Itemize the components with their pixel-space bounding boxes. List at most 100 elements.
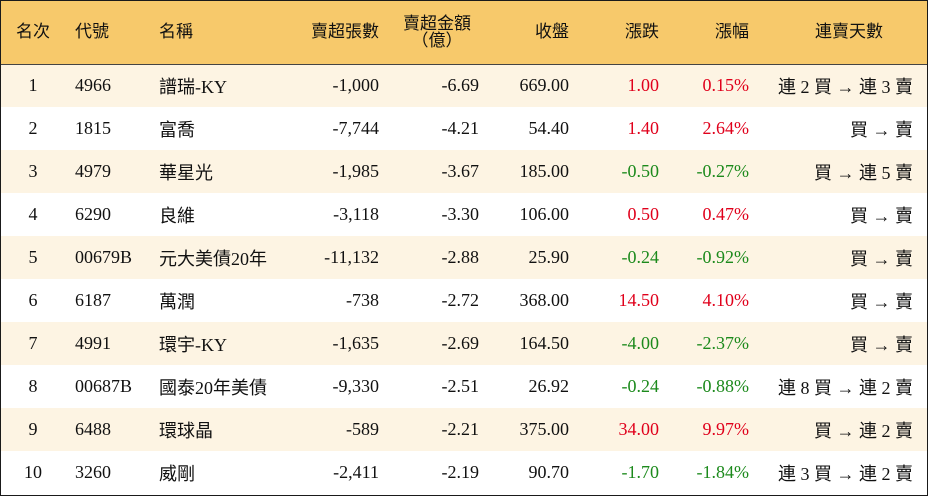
header-short-amount[interactable]: 賣超金額 （億） — [379, 1, 479, 65]
code-cell[interactable]: 1815 — [75, 118, 111, 138]
name-cell[interactable]: 環宇-KY — [159, 334, 227, 355]
code-cell[interactable]: 00679B — [75, 247, 133, 267]
change-pct-cell: 9.97% — [702, 419, 750, 439]
short-amount-cell: -2.51 — [441, 376, 480, 396]
table-row[interactable]: 5 00679B 元大美債20年 -11,132 -2.88 25.90 -0.… — [1, 236, 927, 279]
short-amount-cell: -3.67 — [441, 161, 480, 181]
short-lots-cell: -11,132 — [324, 247, 379, 267]
change-cell: -1.70 — [621, 462, 660, 482]
header-change-pct[interactable]: 漲幅 — [659, 1, 749, 65]
header-short-lots[interactable]: 賣超張數 — [287, 1, 379, 65]
header-code[interactable]: 代號 — [65, 1, 147, 65]
short-amount-cell: -6.69 — [441, 75, 480, 96]
header-rank[interactable]: 名次 — [1, 1, 65, 65]
code-cell[interactable]: 6187 — [75, 290, 111, 310]
table-row[interactable]: 10 3260 威剛 -2,411 -2.19 90.70 -1.70 -1.8… — [1, 451, 927, 494]
table-body: 1 4966 譜瑞-KY -1,000 -6.69 669.00 1.00 0.… — [1, 64, 927, 494]
close-cell: 368.00 — [519, 290, 570, 310]
table-row[interactable]: 7 4991 環宇-KY -1,635 -2.69 164.50 -4.00 -… — [1, 322, 927, 365]
change-cell: 1.00 — [627, 75, 660, 96]
header-short-amount-line2: （億） — [411, 31, 463, 51]
header-streak[interactable]: 連賣天數 — [749, 1, 927, 65]
short-lots-cell: -7,744 — [332, 118, 380, 138]
table-row[interactable]: 9 6488 環球晶 -589 -2.21 375.00 34.00 9.97%… — [1, 408, 927, 451]
code-cell[interactable]: 3260 — [75, 462, 111, 482]
change-pct-cell: -0.92% — [696, 247, 750, 267]
change-pct-cell: 0.15% — [702, 75, 750, 96]
change-pct-cell: -0.88% — [696, 376, 750, 396]
header-name[interactable]: 名稱 — [147, 1, 287, 65]
rank-cell: 9 — [28, 419, 38, 439]
close-cell: 54.40 — [528, 118, 570, 138]
close-cell: 669.00 — [519, 75, 570, 96]
name-cell[interactable]: 譜瑞-KY — [159, 76, 227, 97]
table-header-row: 名次 代號 名稱 賣超張數 賣超金額 （億） 收盤 漲跌 漲幅 連賣天數 — [1, 1, 927, 65]
change-pct-cell: 4.10% — [702, 290, 750, 310]
close-cell: 185.00 — [519, 161, 570, 181]
change-pct-cell: -2.37% — [696, 333, 750, 353]
name-cell[interactable]: 威剛 — [159, 463, 195, 484]
short-amount-cell: -2.19 — [441, 462, 480, 482]
name-cell[interactable]: 萬潤 — [159, 291, 195, 312]
close-cell: 90.70 — [528, 462, 570, 482]
short-amount-cell: -3.30 — [441, 204, 480, 224]
name-cell[interactable]: 國泰20年美債 — [159, 377, 267, 398]
table-row[interactable]: 8 00687B 國泰20年美債 -9,330 -2.51 26.92 -0.2… — [1, 365, 927, 408]
short-lots-cell: -1,985 — [332, 161, 380, 181]
streak-cell: 連 2 買 → 連 3 賣 — [778, 76, 913, 97]
code-cell[interactable]: 6488 — [75, 419, 111, 439]
name-cell[interactable]: 富喬 — [159, 119, 195, 140]
change-pct-cell: 0.47% — [702, 204, 750, 224]
close-cell: 164.50 — [519, 333, 570, 353]
name-cell[interactable]: 元大美債20年 — [159, 248, 267, 269]
rank-cell: 6 — [28, 290, 38, 310]
name-cell[interactable]: 良維 — [159, 205, 195, 226]
table-row[interactable]: 3 4979 華星光 -1,985 -3.67 185.00 -0.50 -0.… — [1, 150, 927, 193]
close-cell: 375.00 — [519, 419, 570, 439]
table-row[interactable]: 6 6187 萬潤 -738 -2.72 368.00 14.50 4.10% … — [1, 279, 927, 322]
streak-cell: 買 → 賣 — [850, 248, 913, 269]
header-change[interactable]: 漲跌 — [569, 1, 659, 65]
rank-cell: 4 — [28, 204, 38, 224]
streak-cell: 買 → 賣 — [850, 119, 913, 140]
change-cell: 34.00 — [618, 419, 660, 439]
close-cell: 26.92 — [528, 376, 570, 396]
rank-cell: 8 — [28, 376, 38, 396]
streak-cell: 買 → 連 2 賣 — [814, 420, 913, 441]
short-amount-cell: -2.88 — [441, 247, 480, 267]
code-cell[interactable]: 4966 — [75, 75, 111, 96]
code-cell[interactable]: 4991 — [75, 333, 111, 353]
code-cell[interactable]: 00687B — [75, 376, 133, 396]
change-cell: -0.24 — [621, 376, 660, 396]
name-cell[interactable]: 環球晶 — [159, 420, 213, 441]
change-pct-cell: -1.84% — [696, 462, 750, 482]
table-row[interactable]: 2 1815 富喬 -7,744 -4.21 54.40 1.40 2.64% … — [1, 107, 927, 150]
streak-cell: 連 3 買 → 連 2 賣 — [778, 463, 913, 484]
rank-cell: 5 — [28, 247, 38, 267]
change-cell: -0.50 — [621, 161, 660, 181]
table-row[interactable]: 4 6290 良維 -3,118 -3.30 106.00 0.50 0.47%… — [1, 193, 927, 236]
change-cell: 0.50 — [627, 204, 660, 224]
header-close[interactable]: 收盤 — [479, 1, 569, 65]
short-lots-cell: -3,118 — [333, 204, 379, 224]
rank-cell: 7 — [28, 333, 38, 353]
streak-cell: 買 → 賣 — [850, 291, 913, 312]
code-cell[interactable]: 6290 — [75, 204, 111, 224]
streak-cell: 買 → 賣 — [850, 205, 913, 226]
streak-cell: 連 8 買 → 連 2 賣 — [778, 377, 913, 398]
streak-cell: 買 → 賣 — [850, 334, 913, 355]
change-cell: 14.50 — [618, 290, 660, 310]
change-pct-cell: -0.27% — [696, 161, 750, 181]
short-amount-cell: -2.21 — [441, 419, 480, 439]
rank-cell: 3 — [28, 161, 38, 181]
rank-cell: 10 — [24, 462, 42, 482]
code-cell[interactable]: 4979 — [75, 161, 111, 181]
short-lots-cell: -9,330 — [332, 376, 380, 396]
short-lots-cell: -589 — [346, 419, 379, 439]
short-amount-cell: -2.72 — [441, 290, 480, 310]
name-cell[interactable]: 華星光 — [159, 162, 213, 183]
close-cell: 25.90 — [528, 247, 570, 267]
table-row[interactable]: 1 4966 譜瑞-KY -1,000 -6.69 669.00 1.00 0.… — [1, 64, 927, 107]
short-lots-cell: -1,635 — [332, 333, 380, 353]
